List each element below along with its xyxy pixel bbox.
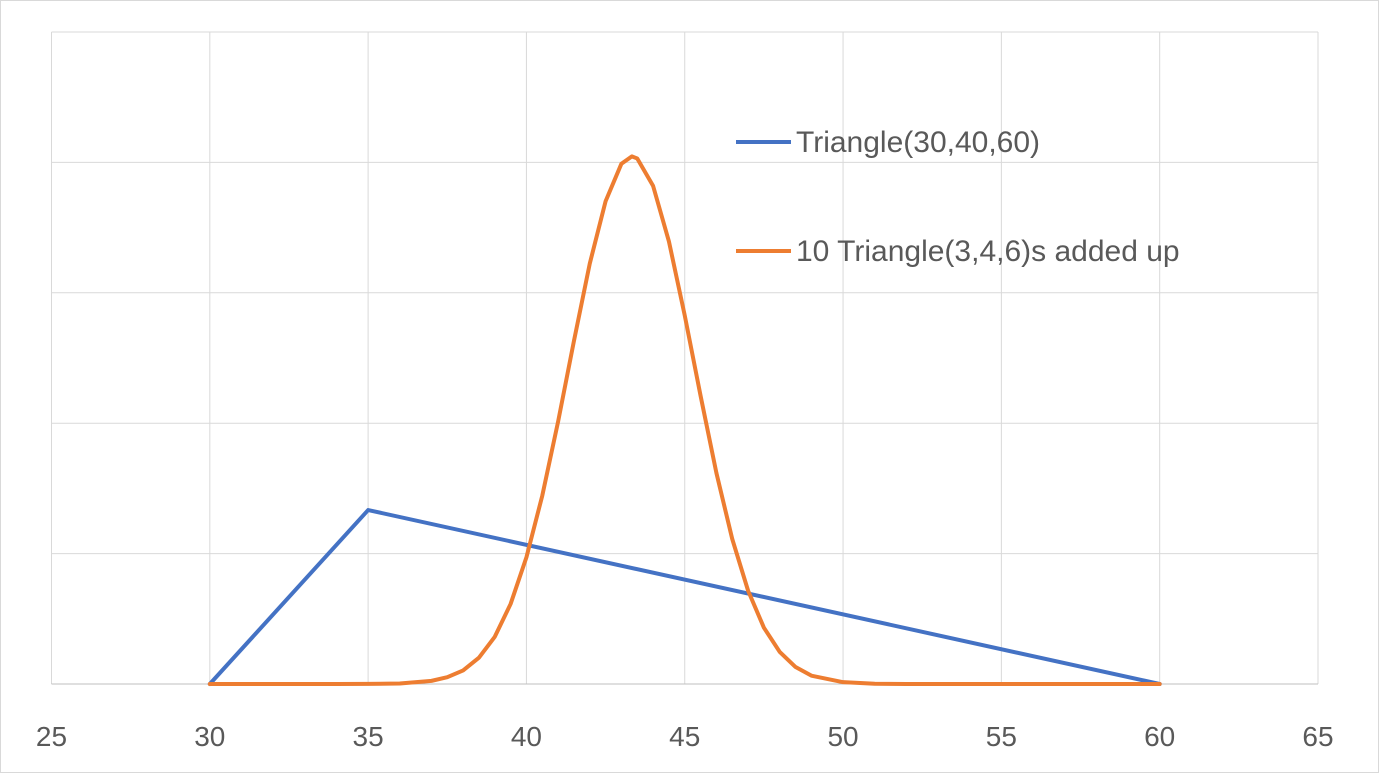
x-tick-label: 40 xyxy=(511,721,542,752)
legend-item: 10 Triangle(3,4,6)s added up xyxy=(736,235,1180,268)
x-tick-label: 55 xyxy=(986,721,1017,752)
x-tick-label: 25 xyxy=(36,721,67,752)
legend-item: Triangle(30,40,60) xyxy=(736,126,1040,159)
x-tick-label: 30 xyxy=(194,721,225,752)
x-tick-label: 60 xyxy=(1144,721,1175,752)
legend: Triangle(30,40,60) 10 Triangle(3,4,6)s ad… xyxy=(736,126,1180,268)
series-line xyxy=(207,508,1162,686)
x-tick-label: 45 xyxy=(669,721,700,752)
series-lines xyxy=(207,154,1162,686)
x-tick-label: 65 xyxy=(1302,721,1333,752)
x-tick-label: 50 xyxy=(827,721,858,752)
legend-label: Triangle(30,40,60) xyxy=(796,126,1040,159)
legend-label: 10 Triangle(3,4,6)s added up xyxy=(796,235,1180,268)
series-line xyxy=(207,154,1162,686)
x-tick-label: 35 xyxy=(353,721,384,752)
gridlines xyxy=(51,31,1319,685)
x-axis-ticks: 25 30 35 40 45 50 55 60 65 xyxy=(36,721,1334,752)
